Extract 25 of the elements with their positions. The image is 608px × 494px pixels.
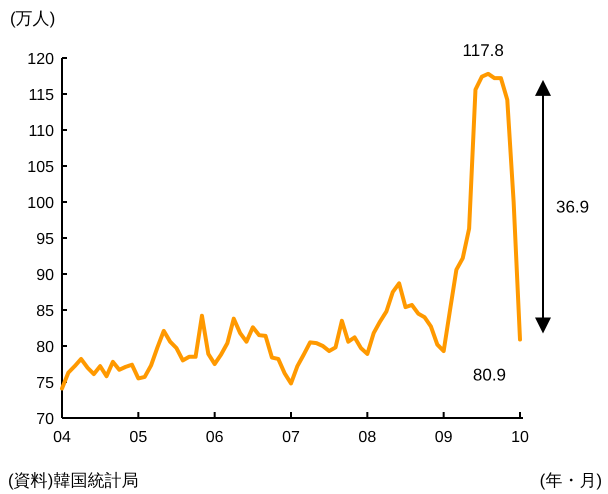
x-tick-label: 08 bbox=[358, 429, 376, 446]
x-tick-label: 04 bbox=[53, 429, 71, 446]
text: 36.9 bbox=[556, 198, 590, 217]
annotation: 117.8 bbox=[462, 40, 504, 60]
y-tick-label: 90 bbox=[36, 267, 54, 284]
y-tick-label: 115 bbox=[28, 87, 54, 104]
x-tick-label: 06 bbox=[206, 429, 224, 446]
y-tick-label: 105 bbox=[27, 159, 54, 176]
x-tick-label: 05 bbox=[129, 429, 148, 446]
x-tick-label: 09 bbox=[434, 429, 453, 446]
y-tick-label: 110 bbox=[28, 123, 54, 140]
y-tick-label: 95 bbox=[36, 231, 54, 248]
x-tick-label: 10 bbox=[511, 429, 529, 446]
x-tick-label: 07 bbox=[282, 429, 300, 446]
text: (資料)韓国統計局 bbox=[8, 471, 138, 490]
y-tick-label: 85 bbox=[36, 303, 54, 320]
y-tick-label: 100 bbox=[27, 195, 54, 212]
annotation: 80.9 bbox=[472, 366, 506, 385]
y-tick-label: 120 bbox=[27, 51, 54, 68]
y-tick-label: 80 bbox=[36, 339, 54, 356]
x-axis-title: (年・月) bbox=[540, 471, 602, 490]
y-tick-label: 75 bbox=[36, 375, 54, 392]
y-tick-label: 70 bbox=[36, 411, 54, 428]
line-series bbox=[60, 72, 522, 390]
y-axis-title: (万人) bbox=[10, 9, 56, 28]
